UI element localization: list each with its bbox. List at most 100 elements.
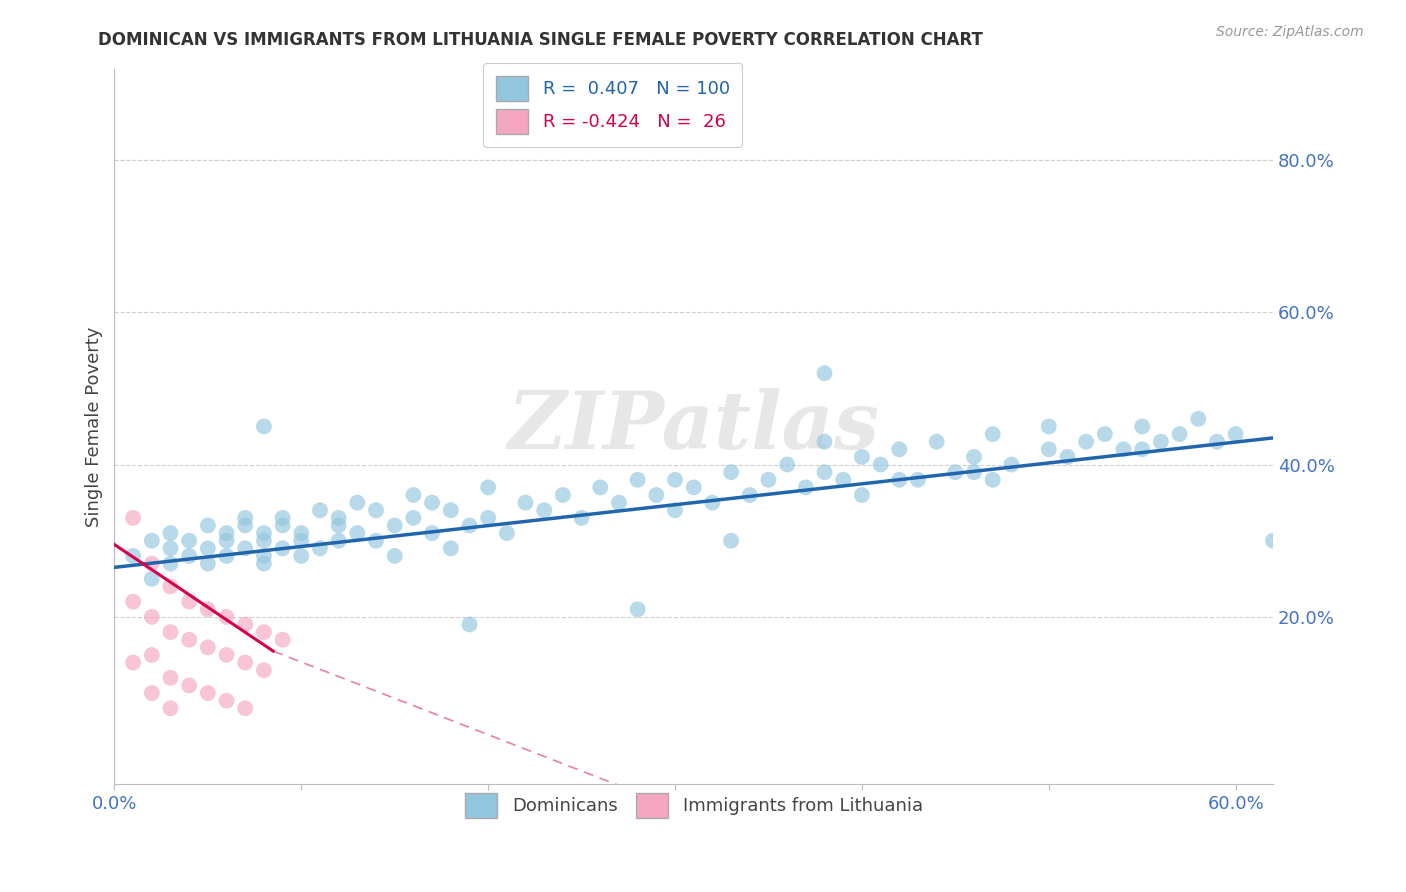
Point bbox=[290, 526, 312, 541]
Point bbox=[813, 434, 835, 449]
Point bbox=[1130, 442, 1153, 457]
Point bbox=[215, 549, 238, 563]
Point bbox=[384, 518, 406, 533]
Point bbox=[159, 541, 181, 556]
Point bbox=[141, 557, 163, 571]
Point bbox=[159, 579, 181, 593]
Y-axis label: Single Female Poverty: Single Female Poverty bbox=[86, 326, 103, 526]
Point bbox=[122, 549, 145, 563]
Text: ZIPatlas: ZIPatlas bbox=[508, 388, 880, 466]
Point bbox=[233, 617, 256, 632]
Point bbox=[440, 503, 463, 517]
Point bbox=[720, 533, 742, 548]
Point bbox=[346, 526, 368, 541]
Point bbox=[1150, 434, 1173, 449]
Point bbox=[738, 488, 761, 502]
Point bbox=[832, 473, 855, 487]
Point bbox=[141, 572, 163, 586]
Point bbox=[458, 617, 481, 632]
Point bbox=[253, 526, 276, 541]
Point bbox=[963, 450, 986, 464]
Point bbox=[1056, 450, 1078, 464]
Point bbox=[571, 511, 593, 525]
Point bbox=[907, 473, 929, 487]
Text: DOMINICAN VS IMMIGRANTS FROM LITHUANIA SINGLE FEMALE POVERTY CORRELATION CHART: DOMINICAN VS IMMIGRANTS FROM LITHUANIA S… bbox=[98, 31, 983, 49]
Point bbox=[533, 503, 555, 517]
Point bbox=[346, 495, 368, 509]
Point bbox=[197, 541, 219, 556]
Point bbox=[589, 480, 612, 494]
Point bbox=[1168, 427, 1191, 442]
Point bbox=[869, 458, 891, 472]
Point bbox=[159, 526, 181, 541]
Point bbox=[253, 663, 276, 677]
Point bbox=[851, 450, 873, 464]
Point bbox=[233, 701, 256, 715]
Point bbox=[702, 495, 724, 509]
Point bbox=[1261, 533, 1284, 548]
Point bbox=[364, 503, 387, 517]
Legend: Dominicans, Immigrants from Lithuania: Dominicans, Immigrants from Lithuania bbox=[457, 786, 929, 825]
Point bbox=[1076, 434, 1098, 449]
Point bbox=[889, 442, 911, 457]
Point bbox=[141, 648, 163, 662]
Point bbox=[384, 549, 406, 563]
Point bbox=[813, 465, 835, 479]
Point bbox=[215, 526, 238, 541]
Point bbox=[271, 632, 294, 647]
Point bbox=[179, 632, 201, 647]
Point bbox=[328, 511, 350, 525]
Point bbox=[664, 473, 686, 487]
Point bbox=[420, 526, 443, 541]
Point bbox=[215, 693, 238, 707]
Point bbox=[607, 495, 630, 509]
Point bbox=[402, 488, 425, 502]
Point bbox=[963, 465, 986, 479]
Point bbox=[179, 533, 201, 548]
Point bbox=[1225, 427, 1247, 442]
Point bbox=[197, 602, 219, 616]
Text: Source: ZipAtlas.com: Source: ZipAtlas.com bbox=[1216, 25, 1364, 39]
Point bbox=[159, 557, 181, 571]
Point bbox=[776, 458, 799, 472]
Point bbox=[515, 495, 537, 509]
Point bbox=[197, 557, 219, 571]
Point bbox=[253, 625, 276, 640]
Point bbox=[1187, 412, 1209, 426]
Point bbox=[233, 518, 256, 533]
Point bbox=[720, 465, 742, 479]
Point bbox=[645, 488, 668, 502]
Point bbox=[943, 465, 966, 479]
Point bbox=[925, 434, 948, 449]
Point bbox=[197, 686, 219, 700]
Point bbox=[477, 511, 499, 525]
Point bbox=[233, 541, 256, 556]
Point bbox=[1112, 442, 1135, 457]
Point bbox=[159, 625, 181, 640]
Point bbox=[440, 541, 463, 556]
Point bbox=[851, 488, 873, 502]
Point bbox=[758, 473, 780, 487]
Point bbox=[981, 473, 1004, 487]
Point bbox=[889, 473, 911, 487]
Point bbox=[627, 602, 650, 616]
Point bbox=[290, 549, 312, 563]
Point bbox=[197, 518, 219, 533]
Point bbox=[253, 419, 276, 434]
Point bbox=[309, 541, 332, 556]
Point bbox=[1130, 419, 1153, 434]
Point bbox=[253, 549, 276, 563]
Point bbox=[141, 686, 163, 700]
Point bbox=[794, 480, 817, 494]
Point bbox=[813, 366, 835, 380]
Point bbox=[271, 511, 294, 525]
Point bbox=[141, 610, 163, 624]
Point bbox=[981, 427, 1004, 442]
Point bbox=[1206, 434, 1229, 449]
Point bbox=[179, 549, 201, 563]
Point bbox=[420, 495, 443, 509]
Point bbox=[271, 518, 294, 533]
Point bbox=[122, 511, 145, 525]
Point bbox=[1038, 442, 1060, 457]
Point bbox=[1000, 458, 1022, 472]
